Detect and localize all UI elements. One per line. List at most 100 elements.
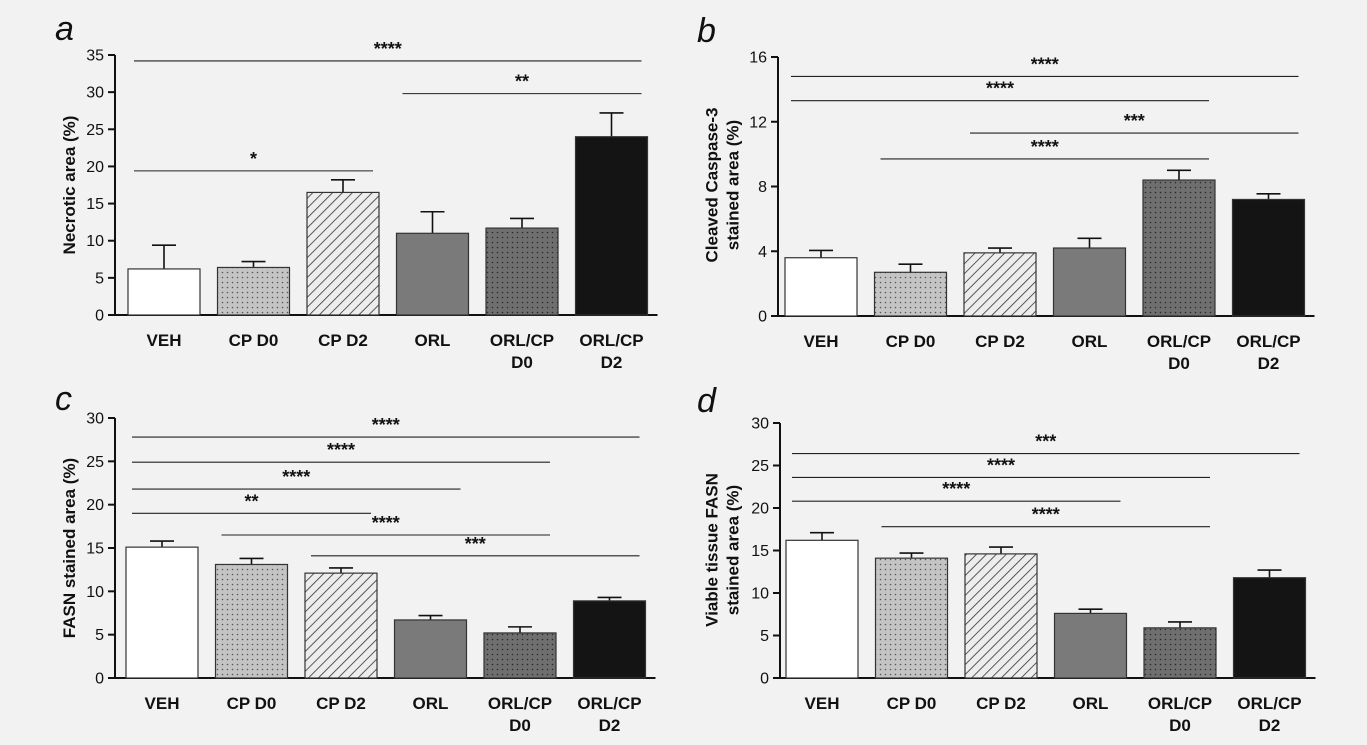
significance-label: **** [372, 513, 400, 533]
x-category-label: ORL/CP [579, 331, 643, 350]
x-category-label: D2 [601, 353, 623, 372]
x-category-label: ORL/CP [1148, 694, 1212, 713]
y-tick-label: 25 [86, 122, 104, 139]
x-category-label: CP D2 [316, 694, 366, 713]
bar [306, 191, 380, 316]
y-tick-label: 16 [749, 50, 767, 67]
chart-c-svg: 0 5 10 15 20 25 30 FASN stained area (%) VEH CP D… [60, 411, 656, 735]
significance-label: **** [374, 39, 402, 59]
y-tick-label: 5 [760, 628, 769, 645]
x-category-label: ORL [415, 331, 451, 350]
x-category-label: VEH [147, 331, 182, 350]
y-tick-label: 25 [86, 454, 104, 471]
bar [963, 252, 1037, 317]
bar [1142, 179, 1216, 317]
x-category-label: VEH [804, 332, 839, 351]
x-category-label: CP D0 [227, 694, 277, 713]
x-category-label: CP D0 [229, 331, 279, 350]
significance-label: **** [942, 479, 970, 499]
bar [214, 563, 289, 679]
bar [127, 268, 201, 316]
x-category-label: ORL/CP [1147, 332, 1211, 351]
y-tick-label: 10 [751, 586, 769, 603]
y-tick-label: 0 [758, 309, 767, 326]
x-category-label: ORL [413, 694, 449, 713]
y-axis-label: Viable tissue FASN [703, 473, 722, 627]
y-tick-label: 25 [751, 458, 769, 475]
significance-label: **** [372, 415, 400, 435]
x-category-label: D2 [1259, 716, 1281, 735]
chart-b-svg: 0 4 8 12 16 Cleaved Caspase-3 stained area (%)… [703, 50, 1315, 373]
bar [1232, 577, 1307, 679]
bar [485, 227, 559, 316]
bar [395, 232, 470, 316]
chart-panel-a: a 0 5 10 15 20 25 30 35 Necrotic area (%) VEH CP D… [0, 0, 683, 372]
significance-label: *** [465, 534, 486, 554]
y-tick-label: 30 [751, 416, 769, 433]
x-category-label: CP D2 [318, 331, 368, 350]
y-tick-label: 20 [751, 501, 769, 518]
x-category-label: D2 [1258, 354, 1280, 373]
significance-label: **** [282, 467, 310, 487]
panel-letter-b: b [697, 12, 716, 50]
y-tick-label: 20 [86, 159, 104, 176]
significance-label: *** [1035, 432, 1056, 452]
y-tick-label: 10 [86, 233, 104, 250]
chart-panel-b: b 0 4 8 12 16 Cleaved Caspase-3 stained area (… [683, 0, 1366, 373]
y-tick-label: 5 [95, 270, 104, 287]
x-category-label: CP D0 [886, 332, 936, 351]
x-category-label: ORL/CP [488, 694, 552, 713]
y-tick-label: 4 [758, 244, 767, 261]
x-category-label: VEH [145, 694, 180, 713]
y-tick-label: 0 [95, 308, 104, 325]
x-category-label: ORL [1072, 332, 1108, 351]
x-category-label: D0 [1168, 354, 1190, 373]
x-category-label: ORL/CP [1237, 694, 1301, 713]
chart-a-svg: 0 5 10 15 20 25 30 35 Necrotic area (%) VEH CP D0 C… [60, 39, 658, 372]
y-tick-label: 10 [86, 584, 104, 601]
y-axis-label: stained area (%) [724, 485, 743, 615]
panel-letter-c: c [55, 380, 72, 418]
bar [572, 600, 647, 679]
bar [784, 257, 858, 317]
significance-label: *** [1124, 111, 1145, 131]
y-tick-label: 0 [95, 671, 104, 688]
chart-panel-c: c 0 5 10 15 20 25 30 FASN stained area (%) VEH CP… [0, 372, 683, 744]
y-tick-label: 5 [95, 627, 104, 644]
bar [483, 632, 557, 679]
y-axis-label: stained area (%) [724, 120, 743, 250]
significance-label: **** [327, 440, 355, 460]
y-tick-label: 12 [749, 114, 767, 131]
x-category-label: ORL [1073, 694, 1109, 713]
bar [125, 546, 199, 679]
bar [304, 572, 378, 679]
y-axis-label: FASN stained area (%) [60, 458, 79, 638]
bar [1143, 627, 1217, 679]
y-tick-label: 20 [86, 497, 104, 514]
y-tick-label: 15 [86, 541, 104, 558]
bar [785, 539, 859, 679]
x-category-label: D2 [599, 716, 621, 735]
significance-label: **** [1032, 505, 1060, 525]
x-category-label: ORL/CP [1236, 332, 1300, 351]
bar [1052, 247, 1127, 317]
bar [964, 553, 1038, 679]
x-category-label: CP D2 [975, 332, 1025, 351]
y-tick-label: 35 [86, 48, 104, 65]
x-category-label: D0 [1169, 716, 1191, 735]
significance-label: ** [515, 72, 529, 92]
y-tick-label: 0 [760, 671, 769, 688]
significance-label: ** [244, 491, 258, 511]
x-category-label: ORL/CP [577, 694, 641, 713]
y-axis-label: Cleaved Caspase-3 [703, 108, 722, 263]
y-tick-label: 15 [86, 196, 104, 213]
chart-panel-d: d 0 5 10 15 20 25 30 Viable tissue FASN stained … [683, 372, 1366, 744]
y-axis-label: Necrotic area (%) [60, 116, 79, 255]
chart-d-svg: 0 5 10 15 20 25 30 Viable tissue FASN stained ar… [703, 416, 1316, 735]
y-tick-label: 30 [86, 411, 104, 428]
significance-label: **** [986, 79, 1014, 99]
x-category-label: ORL/CP [490, 331, 554, 350]
y-tick-label: 8 [758, 179, 767, 196]
x-category-label: CP D0 [887, 694, 937, 713]
x-category-label: D0 [511, 353, 533, 372]
